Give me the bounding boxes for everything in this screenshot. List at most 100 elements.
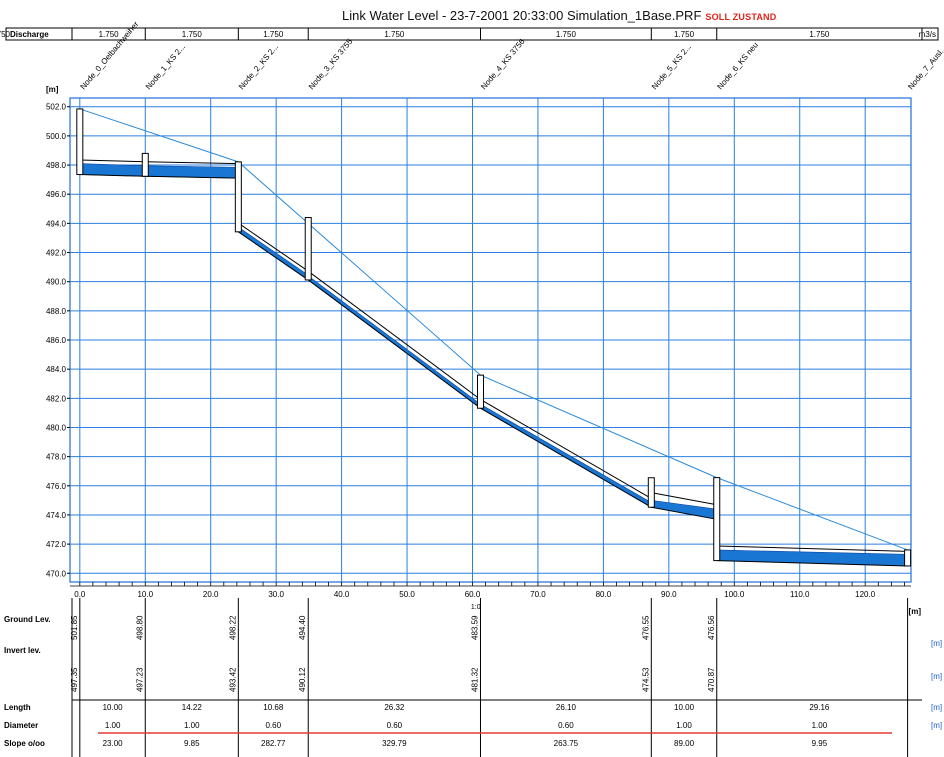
node-name-label: Node_4_KS 3756 bbox=[479, 37, 527, 92]
x-axis-unit: [m] bbox=[909, 607, 922, 616]
length-value: 14.22 bbox=[182, 703, 203, 712]
x-tick-label: 70.0 bbox=[530, 590, 546, 599]
y-tick-label: 492.0 bbox=[46, 249, 67, 258]
pipe-crown-line bbox=[651, 492, 717, 506]
pipe-crown-line bbox=[238, 222, 309, 272]
y-tick-label: 470.0 bbox=[46, 569, 67, 578]
diameter-value: 0.60 bbox=[558, 721, 574, 730]
table-unit: [m] bbox=[931, 721, 942, 730]
y-tick-label: 472.0 bbox=[46, 540, 67, 549]
x-tick-label: 60.0 bbox=[465, 590, 481, 599]
diameter-value: 1.00 bbox=[105, 721, 121, 730]
diameter-value: 0.60 bbox=[387, 721, 403, 730]
manhole-shaft bbox=[713, 477, 721, 562]
invert-level-value: 481.32 bbox=[470, 667, 479, 692]
slope-value: 263.75 bbox=[554, 739, 579, 748]
pipe-crown-line bbox=[480, 399, 652, 499]
x-tick-label: 10.0 bbox=[137, 590, 153, 599]
y-tick-label: 498.0 bbox=[46, 161, 67, 170]
pipe-crown-line bbox=[79, 159, 146, 163]
discharge-bar bbox=[5, 27, 939, 41]
ground-level-value: 494.40 bbox=[298, 615, 307, 640]
manhole-shaft bbox=[234, 161, 242, 233]
pipe-crown-line bbox=[145, 161, 239, 165]
y-tick-label: 474.0 bbox=[46, 511, 67, 520]
length-value: 10.68 bbox=[263, 703, 284, 712]
slope-value: 329.79 bbox=[382, 739, 407, 748]
scale-label: 1:0 bbox=[471, 604, 481, 611]
y-tick-label: 484.0 bbox=[46, 365, 67, 374]
length-value: 26.10 bbox=[556, 703, 577, 712]
discharge-label: Discharge bbox=[10, 30, 49, 39]
y-tick-label: 482.0 bbox=[46, 394, 67, 403]
manhole-shaft bbox=[647, 477, 655, 508]
invert-level-value: 493.42 bbox=[228, 667, 237, 692]
diameter-value: 1.00 bbox=[812, 721, 828, 730]
y-tick-label: 480.0 bbox=[46, 423, 67, 432]
x-tick-label: 120.0 bbox=[855, 590, 876, 599]
soll-zustand-tag: SOLL ZUSTAND bbox=[705, 12, 777, 22]
table-unit: [m] bbox=[931, 703, 942, 712]
discharge-value: 1.750 bbox=[809, 30, 830, 39]
node-name-label: Node_6_KS neu bbox=[715, 41, 760, 92]
y-tick-label: 496.0 bbox=[46, 190, 67, 199]
y-tick-label: 490.0 bbox=[46, 278, 67, 287]
node-name-label: Node_5_KS 2... bbox=[650, 42, 693, 91]
node-name-label: Node_2_KS 2... bbox=[237, 42, 280, 91]
x-tick-label: 100.0 bbox=[724, 590, 745, 599]
invert-level-value: 497.35 bbox=[70, 667, 79, 692]
manhole-shaft bbox=[476, 374, 484, 409]
x-tick-label: 0.0 bbox=[74, 590, 86, 599]
invert-level-value: 490.12 bbox=[298, 667, 307, 692]
discharge-value: 1.750 bbox=[674, 30, 695, 39]
ground-level-value: 476.55 bbox=[641, 615, 650, 640]
discharge-value: 1.750 bbox=[263, 30, 284, 39]
y-tick-label: 494.0 bbox=[46, 219, 67, 228]
diameter-value: 0.60 bbox=[265, 721, 281, 730]
y-tick-label: 476.0 bbox=[46, 482, 67, 491]
pipe-invert-line bbox=[238, 231, 309, 281]
length-value: 29.16 bbox=[809, 703, 830, 712]
y-tick-label: 478.0 bbox=[46, 453, 67, 462]
chart-title-text: Link Water Level - 23-7-2001 20:33:00 Si… bbox=[342, 8, 702, 23]
discharge-unit: m3/s bbox=[919, 30, 936, 39]
pipe-invert-line bbox=[79, 174, 146, 177]
y-tick-label: 502.0 bbox=[46, 103, 67, 112]
y-tick-label: 500.0 bbox=[46, 132, 67, 141]
length-label: Length bbox=[4, 703, 31, 712]
x-tick-label: 40.0 bbox=[334, 590, 350, 599]
length-value: 10.00 bbox=[674, 703, 695, 712]
pipe-crown-line bbox=[307, 270, 481, 400]
ground-level-value: 498.22 bbox=[228, 615, 237, 640]
discharge-value: 1.750 bbox=[384, 30, 405, 39]
ground-level-value: 501.85 bbox=[70, 615, 79, 640]
slope-value: 23.00 bbox=[103, 739, 124, 748]
node-name-label: Node_1_KS 2... bbox=[144, 42, 187, 91]
pipe-invert-line bbox=[145, 175, 239, 179]
x-tick-label: 30.0 bbox=[268, 590, 284, 599]
slope-value: 89.00 bbox=[674, 739, 695, 748]
x-tick-label: 80.0 bbox=[596, 590, 612, 599]
chart-title: Link Water Level - 23-7-2001 20:33:00 Si… bbox=[342, 8, 776, 23]
ground-level-label: Ground Lev. bbox=[4, 615, 51, 624]
diameter-label: Diameter bbox=[4, 721, 38, 730]
pipe-invert-line bbox=[480, 407, 652, 508]
y-tick-label: 488.0 bbox=[46, 307, 67, 316]
x-tick-label: 110.0 bbox=[790, 590, 810, 599]
manhole-shaft bbox=[76, 108, 84, 176]
discharge-value: 1.750 bbox=[99, 30, 120, 39]
invert-level-value: 470.87 bbox=[707, 667, 716, 692]
ground-level-value: 498.80 bbox=[135, 615, 144, 640]
table-unit: [m] bbox=[931, 672, 942, 681]
invert-level-value: 497.23 bbox=[135, 667, 144, 692]
manhole-shaft bbox=[141, 152, 149, 177]
pipe-invert-line bbox=[307, 279, 481, 409]
slope-value: 9.85 bbox=[184, 739, 200, 748]
slope-label: Slope o/oo bbox=[4, 739, 45, 748]
diameter-value: 1.00 bbox=[676, 721, 692, 730]
invert-level-value: 474.53 bbox=[641, 667, 650, 692]
x-tick-label: 50.0 bbox=[399, 590, 415, 599]
node-name-label: Node_7_Ausl... bbox=[906, 44, 944, 92]
pipe-crown-line bbox=[716, 545, 908, 552]
